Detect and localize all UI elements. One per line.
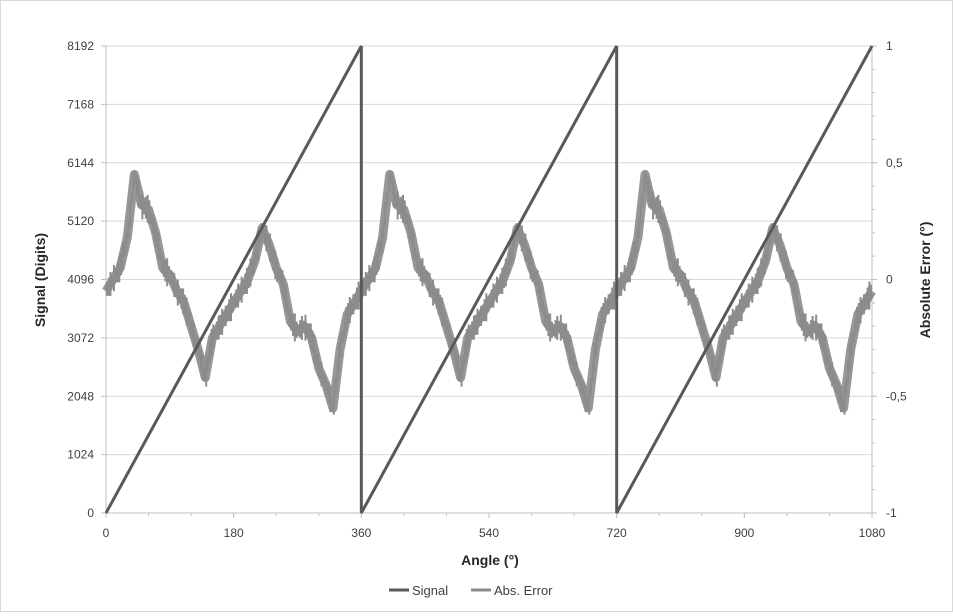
y-tick-label: 5120: [67, 214, 94, 228]
y2-tick-label: 1: [886, 39, 893, 53]
axes: [101, 45, 877, 518]
x-tick-labels: 0 180 360 540 720 900 1080: [103, 526, 886, 540]
series-abs-error: [102, 169, 876, 415]
y-tick-label: 2048: [67, 389, 94, 403]
y-tick-labels: 0 1024 2048 3072 4096 5120 6144 7168 8192: [67, 39, 94, 520]
y2-axis-title: Absolute Error (°): [917, 222, 933, 339]
y2-tick-label: 0: [886, 273, 893, 287]
y-tick-label: 8192: [67, 39, 94, 53]
legend: Signal Abs. Error: [389, 583, 553, 598]
y-tick-label: 0: [87, 506, 94, 520]
y-tick-label: 6144: [67, 156, 94, 170]
legend-label-abs-error: Abs. Error: [494, 583, 553, 598]
y-axis-title: Signal (Digits): [32, 233, 48, 327]
x-axis-title: Angle (°): [461, 552, 519, 568]
legend-label-signal: Signal: [412, 583, 448, 598]
y-tick-label: 3072: [67, 331, 94, 345]
x-tick-label: 360: [351, 526, 371, 540]
y2-tick-label: -1: [886, 506, 897, 520]
x-tick-label: 1080: [859, 526, 886, 540]
y2-tick-label: 0,5: [886, 156, 903, 170]
y2-tick-labels: -1 -0,5 0 0,5 1: [886, 39, 907, 520]
y-tick-label: 4096: [67, 273, 94, 287]
x-tick-label: 900: [734, 526, 754, 540]
y-tick-label: 7168: [67, 97, 94, 111]
y-tick-label: 1024: [67, 448, 94, 462]
y2-tick-label: -0,5: [886, 389, 907, 403]
series-layer: [102, 45, 876, 514]
x-tick-label: 180: [224, 526, 244, 540]
x-tick-label: 540: [479, 526, 499, 540]
series-signal-line: [104, 45, 874, 514]
x-tick-label: 720: [607, 526, 627, 540]
x-tick-label: 0: [103, 526, 110, 540]
